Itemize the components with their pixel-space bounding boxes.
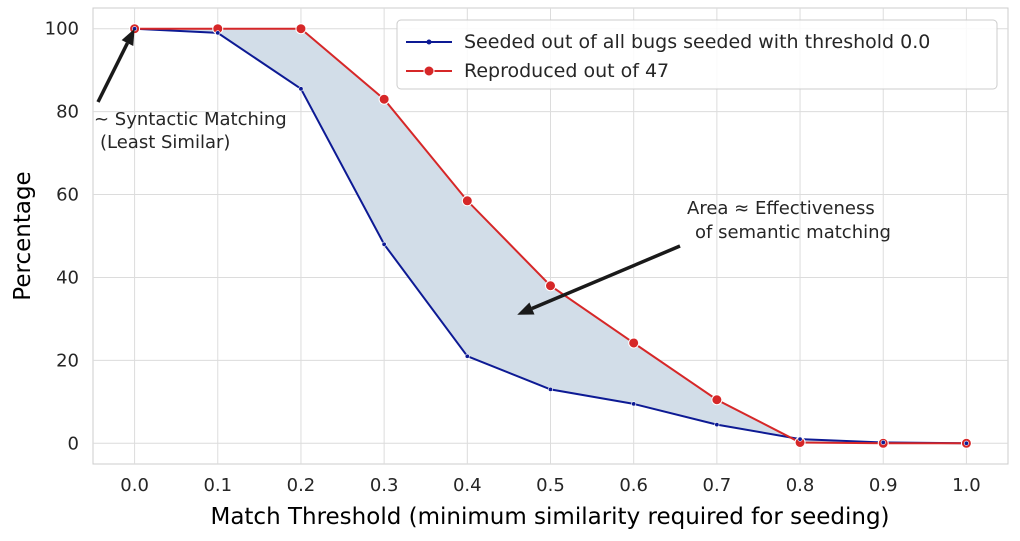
y-tick-label: 60 bbox=[56, 185, 79, 206]
area-between-series bbox=[134, 28, 967, 444]
legend-marker-reproduced bbox=[423, 65, 435, 77]
x-tick-label: 0.7 bbox=[703, 475, 732, 496]
annotation-syntactic-line2: (Least Similar) bbox=[100, 132, 230, 153]
annotation-area: Area ≈ Effectiveness of semantic matchin… bbox=[517, 198, 891, 315]
series-0-point bbox=[298, 86, 304, 92]
annotation-arrowhead-syntactic bbox=[121, 28, 135, 46]
annotation-syntactic-line1: ~ Syntactic Matching bbox=[94, 109, 287, 130]
y-tick-label: 80 bbox=[56, 102, 79, 123]
annotation-arrowhead-area bbox=[517, 302, 535, 315]
annotation-arrow-area bbox=[531, 244, 681, 311]
x-tick-label: 0.2 bbox=[287, 475, 316, 496]
legend-box bbox=[396, 19, 998, 90]
series-1-point bbox=[545, 280, 556, 292]
annotation-syntactic: ~ Syntactic Matching (Least Similar) bbox=[94, 28, 287, 153]
area-fill bbox=[134, 28, 967, 444]
legend-marker-seeded bbox=[426, 39, 432, 45]
y-tick-label: 100 bbox=[45, 19, 79, 40]
series-0-point bbox=[880, 439, 886, 445]
y-tick-label: 20 bbox=[56, 350, 79, 371]
legend-label-seeded: Seeded out of all bugs seeded with thres… bbox=[464, 31, 930, 53]
y-axis-label: Percentage bbox=[10, 171, 36, 300]
x-tick-label: 0.6 bbox=[619, 475, 648, 496]
x-tick-label: 0.5 bbox=[536, 475, 565, 496]
series-lines bbox=[129, 23, 972, 449]
series-0-point bbox=[963, 440, 969, 446]
annotation-arrow-syntactic bbox=[96, 42, 130, 103]
y-tick-label: 40 bbox=[56, 267, 79, 288]
x-tick-label: 0.0 bbox=[120, 475, 149, 496]
x-tick-label: 0.1 bbox=[203, 475, 232, 496]
series-1-point bbox=[295, 23, 307, 35]
x-tick-label: 0.8 bbox=[786, 475, 815, 496]
series-1-point bbox=[628, 337, 640, 349]
legend: Seeded out of all bugs seeded with thres… bbox=[396, 19, 998, 90]
series-0-point bbox=[381, 241, 387, 247]
series-0-point bbox=[464, 353, 470, 359]
series-1-point bbox=[378, 93, 390, 105]
series-0-point bbox=[797, 436, 803, 442]
y-tick-label: 0 bbox=[68, 433, 79, 454]
x-tick-label: 0.9 bbox=[869, 475, 898, 496]
tick-labels: 0.0 0.1 0.2 0.3 0.4 0.5 0.6 0.7 0.8 0.9 1.0 0 20 40 60… bbox=[45, 19, 981, 496]
series-0-point bbox=[215, 30, 221, 36]
legend-label-reproduced: Reproduced out of 47 bbox=[464, 60, 669, 82]
x-tick-label: 0.4 bbox=[453, 475, 482, 496]
series-0-point bbox=[547, 386, 553, 392]
series-1-point bbox=[461, 195, 473, 207]
annotation-area-line1: Area ≈ Effectiveness bbox=[687, 198, 875, 219]
x-tick-label: 0.3 bbox=[370, 475, 399, 496]
x-tick-label: 1.0 bbox=[952, 475, 981, 496]
series-0-point bbox=[714, 422, 720, 428]
series-1-point bbox=[711, 394, 723, 406]
series-0-point bbox=[631, 401, 637, 407]
x-axis-label: Match Threshold (minimum similarity requ… bbox=[210, 504, 889, 530]
annotation-area-line2: of semantic matching bbox=[695, 222, 891, 243]
